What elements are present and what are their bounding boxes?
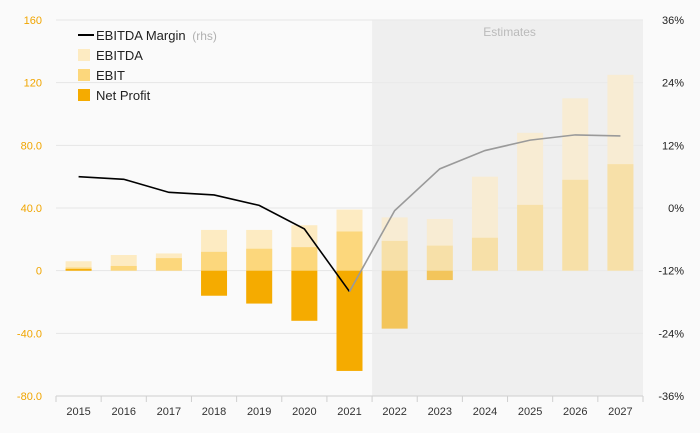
bars xyxy=(65,74,634,371)
margin-line-actual xyxy=(78,175,351,293)
y-right-tick-2: 12% xyxy=(662,140,684,152)
ebitda-margin-line xyxy=(78,134,621,293)
bar-net-profit-2021 xyxy=(336,270,363,371)
y-left-tick-4: 0 xyxy=(36,266,42,278)
x-tick-label-2017: 2017 xyxy=(157,406,181,418)
y-right-tick-1: 24% xyxy=(662,78,684,90)
margin-line-estimate xyxy=(348,134,621,292)
y-right-tick-5: -24% xyxy=(658,328,684,340)
x-tick-label-2023: 2023 xyxy=(428,406,452,418)
bar-net-profit-2023 xyxy=(426,270,453,281)
bar-ebit-2023 xyxy=(426,245,453,271)
x-tick-label-2021: 2021 xyxy=(337,406,361,418)
x-tick-label-2027: 2027 xyxy=(608,406,632,418)
bar-ebit-2027 xyxy=(607,164,634,271)
y-left-tick-6: -80.0 xyxy=(17,391,42,403)
bar-ebit-2015 xyxy=(65,267,92,271)
bar-ebit-2026 xyxy=(562,179,589,271)
legend-swatch-net-profit xyxy=(78,89,90,101)
bar-ebit-2025 xyxy=(517,204,544,271)
legend: EBITDA Margin (rhs) EBITDA EBIT Net Prof… xyxy=(78,28,217,103)
x-tick-label-2025: 2025 xyxy=(518,406,542,418)
legend-label-ebitda: EBITDA xyxy=(96,48,143,63)
x-tick-label-2024: 2024 xyxy=(473,406,497,418)
x-tick-label-2016: 2016 xyxy=(111,406,135,418)
bar-net-profit-2022 xyxy=(381,270,408,329)
bar-ebit-2022 xyxy=(381,240,408,271)
x-axis-ticks: 2015 2016 2017 2018 2019 2020 2021 2022 2023 2024… xyxy=(55,396,644,418)
x-tick-label-2020: 2020 xyxy=(292,406,316,418)
y-left-tick-1: 120 xyxy=(24,78,42,90)
x-tick-label-2026: 2026 xyxy=(563,406,587,418)
bar-ebit-2020 xyxy=(291,247,318,271)
y-left-tick-0: 160 xyxy=(24,15,42,27)
y-axis-right: 36% 24% 12% 0% -12% -24% -36% xyxy=(658,15,684,403)
bar-ebit-2024 xyxy=(471,237,498,271)
bar-ebit-2017 xyxy=(155,258,182,271)
legend-swatch-ebit xyxy=(78,69,90,81)
y-right-tick-4: -12% xyxy=(658,266,684,278)
bar-net-profit-2018 xyxy=(201,270,228,296)
bar-net-profit-2019 xyxy=(246,270,273,304)
y-left-tick-3: 40.0 xyxy=(21,203,42,215)
legend-swatch-ebitda xyxy=(78,49,90,61)
bar-ebit-2016 xyxy=(110,265,137,271)
estimates-label: Estimates xyxy=(483,25,536,39)
bar-net-profit-2020 xyxy=(291,270,318,321)
bar-ebitda-2015 xyxy=(65,261,92,271)
y-left-tick-2: 80.0 xyxy=(21,140,42,152)
bar-ebit-2018 xyxy=(201,251,228,271)
y-axis-left: 160 120 80.0 40.0 0 -40.0 -80.0 xyxy=(17,15,42,403)
y-right-tick-0: 36% xyxy=(662,15,684,27)
bar-net-profit-2015 xyxy=(65,269,92,271)
legend-label-net-profit: Net Profit xyxy=(96,88,151,103)
estimate-overlay xyxy=(372,20,643,396)
legend-label-ebitda-margin: EBITDA Margin (rhs) xyxy=(96,28,217,43)
y-left-tick-5: -40.0 xyxy=(17,328,42,340)
y-right-tick-6: -36% xyxy=(658,391,684,403)
estimate-fade xyxy=(372,20,643,396)
x-tick-label-2019: 2019 xyxy=(247,406,271,418)
legend-label-ebit: EBIT xyxy=(96,68,125,83)
bar-ebit-2019 xyxy=(246,248,273,271)
y-right-tick-3: 0% xyxy=(668,203,684,215)
x-tick-label-2022: 2022 xyxy=(382,406,406,418)
x-tick-label-2015: 2015 xyxy=(66,406,90,418)
bar-ebit-2021 xyxy=(336,231,363,271)
x-tick-label-2018: 2018 xyxy=(202,406,226,418)
